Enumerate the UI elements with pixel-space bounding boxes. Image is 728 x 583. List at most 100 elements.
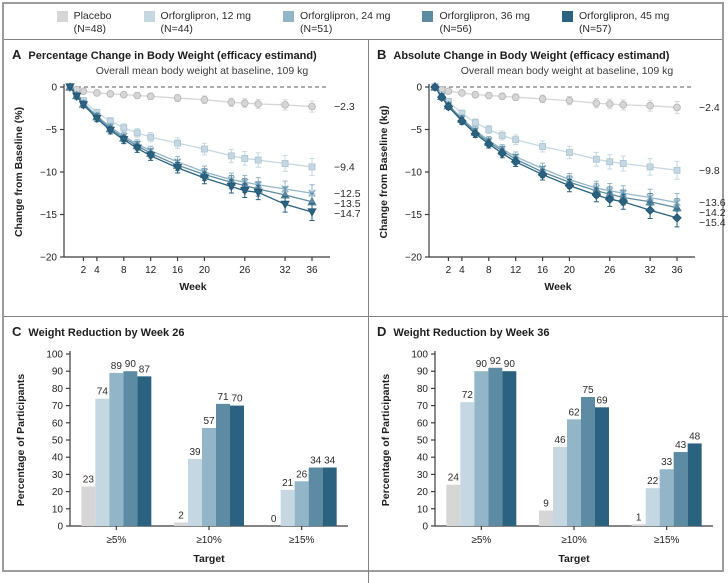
svg-text:32: 32 [645,265,657,276]
legend-n: (N=57) [578,23,612,35]
svg-text:100: 100 [46,350,63,361]
svg-text:71: 71 [217,392,229,403]
svg-text:22: 22 [647,476,659,487]
svg-text:50: 50 [417,436,429,447]
svg-text:Target: Target [193,553,225,565]
legend-label: Orforglipron, 36 mg [439,10,530,22]
panel-a-letter: A [12,47,22,62]
svg-text:Target: Target [558,553,590,565]
svg-text:30: 30 [52,470,64,481]
panel-d-title: Weight Reduction by Week 36 [393,327,550,339]
legend-n: (N=48) [73,23,106,35]
svg-text:0: 0 [57,522,63,533]
series-end-label: −13.5 [334,198,361,210]
svg-text:23: 23 [83,474,95,485]
svg-text:89: 89 [111,361,123,372]
svg-text:Week: Week [179,281,206,293]
svg-text:12: 12 [510,265,522,276]
svg-text:90: 90 [125,359,137,370]
panel-b-heading: B Absolute Change in Body Weight (efficac… [375,44,728,63]
svg-text:−15: −15 [405,210,422,221]
svg-text:57: 57 [203,416,215,427]
series-end-label: −13.6 [699,197,726,209]
svg-text:−20: −20 [40,253,57,264]
series-end-label: −12.5 [334,188,361,200]
legend-text: Orforglipron, 36 mg (N=56) [439,10,529,36]
svg-text:2: 2 [446,265,452,276]
svg-text:33: 33 [661,457,673,468]
svg-text:0: 0 [51,83,57,94]
svg-text:70: 70 [417,401,429,412]
svg-text:50: 50 [52,436,64,447]
legend-label: Orforglipron, 24 mg [300,10,391,22]
svg-text:100: 100 [411,350,428,361]
panel-c-heading: C Weight Reduction by Week 26 [10,321,366,340]
svg-text:2: 2 [81,265,87,276]
svg-text:90: 90 [504,359,516,370]
svg-text:4: 4 [94,265,100,276]
legend-n: (N=51) [300,23,333,35]
svg-text:10: 10 [52,504,64,515]
svg-text:26: 26 [604,265,616,276]
svg-text:−5: −5 [46,125,58,136]
svg-text:26: 26 [239,265,251,276]
svg-text:16: 16 [172,265,184,276]
svg-text:90: 90 [476,359,488,370]
panel-d-letter: D [377,324,387,339]
series-end-label: −2.4 [699,102,720,114]
panel-b-annotation: Overall mean body weight at baseline, 10… [460,65,674,77]
svg-text:62: 62 [568,407,580,418]
svg-text:−15: −15 [40,210,57,221]
legend-swatch-icon [56,11,68,22]
svg-text:−20: −20 [405,253,422,264]
svg-text:Percentage of Participants: Percentage of Participants [15,374,27,507]
svg-text:8: 8 [121,265,127,276]
svg-text:0: 0 [422,522,428,533]
svg-text:21: 21 [282,478,294,489]
svg-text:≥10%: ≥10% [561,535,587,546]
series-end-label: −9.8 [699,165,720,177]
svg-text:20: 20 [417,487,429,498]
svg-text:24: 24 [448,473,460,484]
svg-text:36: 36 [671,265,683,276]
svg-text:Change from Baseline (%): Change from Baseline (%) [13,107,25,237]
svg-text:48: 48 [689,431,701,442]
legend-swatch-icon [283,11,294,22]
svg-text:70: 70 [231,394,243,405]
svg-text:20: 20 [564,265,576,276]
svg-text:Week: Week [544,281,571,293]
svg-text:60: 60 [417,418,429,429]
legend-label: Orforglipron, 12 mg [160,10,251,22]
svg-text:74: 74 [97,387,109,398]
svg-text:≥5%: ≥5% [106,535,126,546]
svg-text:36: 36 [306,265,318,276]
svg-text:46: 46 [554,435,566,446]
series-end-label: −14.2 [699,207,726,219]
svg-text:−10: −10 [40,168,57,179]
svg-text:34: 34 [324,456,336,467]
svg-text:26: 26 [296,469,308,480]
svg-text:40: 40 [417,453,429,464]
panel-a-annotation: Overall mean body weight at baseline, 10… [95,65,309,77]
svg-text:Change from Baseline (kg): Change from Baseline (kg) [378,105,390,238]
panel-b-line-chart: 0 −5 −10 −15 −20 2 4 8 12 16 20 26 32 36 Week Change fr… [378,82,726,293]
svg-text:9: 9 [543,499,549,510]
series-end-label: −14.7 [334,208,361,220]
series-end-label: −2.3 [334,101,355,113]
panel-c-letter: C [12,324,22,339]
svg-text:30: 30 [417,470,429,481]
panel-a: A Percentage Change in Body Weight (effic… [4,40,368,316]
svg-text:20: 20 [199,265,211,276]
panel-a-line-chart: 0 −5 −10 −15 −20 2 4 8 12 16 20 26 32 36 Week Change fr… [13,82,361,293]
svg-text:34: 34 [310,456,322,467]
series-end-label: −15.4 [699,217,726,229]
svg-text:≥15%: ≥15% [654,535,680,546]
svg-text:60: 60 [52,418,64,429]
svg-text:70: 70 [52,401,64,412]
svg-text:40: 40 [52,453,64,464]
svg-text:16: 16 [537,265,549,276]
series-end-label: −9.4 [334,161,355,173]
